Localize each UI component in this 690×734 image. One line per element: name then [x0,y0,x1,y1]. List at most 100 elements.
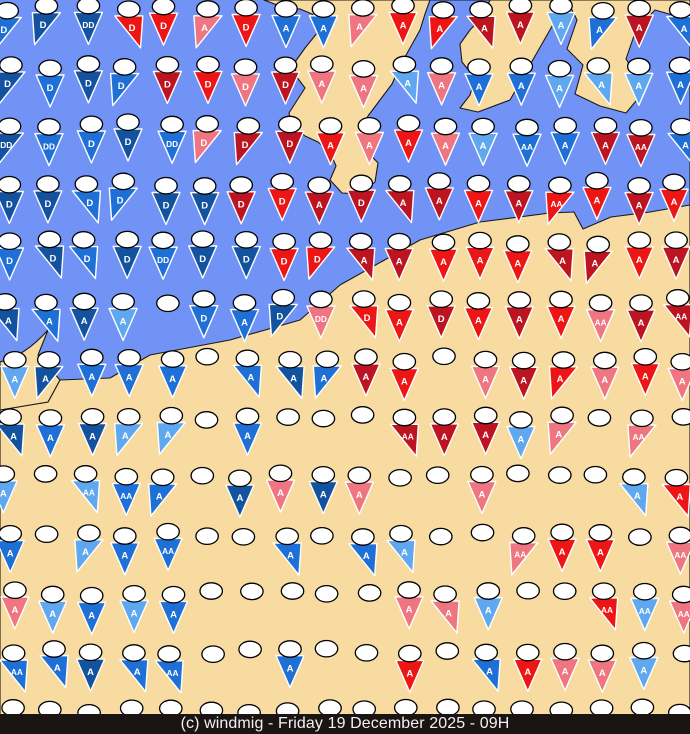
svg-text:A: A [156,491,163,502]
svg-text:A: A [290,374,297,385]
svg-text:AA: AA [635,142,647,152]
svg-text:A: A [10,431,17,442]
svg-text:A: A [476,82,483,93]
svg-text:A: A [442,141,449,152]
svg-text:A: A [316,200,323,211]
svg-text:A: A [170,609,177,620]
svg-text:A: A [283,24,290,35]
svg-text:A: A [559,547,566,558]
svg-text:A: A [244,431,251,442]
svg-text:D: D [164,79,171,90]
svg-text:AA: AA [162,546,174,556]
svg-text:A: A [396,256,403,267]
svg-text:A: A [82,547,89,558]
svg-text:A: A [671,197,678,208]
svg-text:A: A [404,79,411,90]
svg-text:A: A [601,375,608,386]
svg-text:A: A [593,195,600,206]
svg-text:A: A [676,492,683,503]
svg-text:D: D [163,200,170,211]
svg-text:A: A [131,608,138,619]
svg-text:A: A [126,373,133,384]
svg-text:A: A [201,23,208,34]
svg-text:A: A [47,433,54,444]
svg-text:A: A [54,663,61,674]
svg-text:D: D [117,196,124,207]
svg-text:D: D [40,20,47,31]
svg-text:D: D [0,25,7,36]
svg-text:A: A [320,373,327,384]
svg-text:A: A [673,255,680,266]
svg-text:A: A [247,373,254,384]
svg-text:AA: AA [402,431,414,441]
svg-text:A: A [481,24,488,35]
svg-text:DD: DD [157,255,169,265]
svg-text:A: A [482,374,489,385]
svg-text:A: A [356,490,363,501]
svg-text:D: D [276,312,283,323]
svg-text:A: A [121,551,128,562]
svg-text:D: D [124,254,131,265]
svg-text:A: A [277,488,284,499]
svg-text:A: A [634,491,641,502]
svg-text:A: A [81,316,88,327]
svg-text:AA: AA [675,312,687,322]
svg-text:D: D [364,313,371,324]
svg-text:A: A [5,316,12,327]
svg-text:DD: DD [166,139,178,149]
svg-text:A: A [320,24,327,35]
svg-text:A: A [475,198,482,209]
svg-text:A: A [445,608,452,619]
svg-text:D: D [286,139,293,150]
svg-text:A: A [597,548,604,559]
svg-text:D: D [238,200,245,211]
svg-text:D: D [201,201,208,212]
svg-text:A: A [436,196,443,207]
svg-text:A: A [11,375,18,386]
svg-text:A: A [598,80,605,91]
svg-text:D: D [160,21,167,32]
svg-text:D: D [47,83,54,94]
svg-text:A: A [87,667,94,678]
svg-text:AA: AA [167,668,179,678]
svg-text:A: A [518,81,525,92]
svg-text:A: A [591,259,598,270]
svg-text:A: A [558,20,565,31]
svg-text:A: A [524,667,531,678]
svg-text:DD: DD [82,20,94,30]
svg-text:D: D [4,79,11,90]
svg-text:A: A [89,432,96,443]
svg-text:A: A [679,377,686,388]
svg-text:A: A [88,372,95,383]
svg-text:A: A [441,432,448,443]
svg-text:A: A [438,81,445,92]
svg-text:A: A [362,372,369,383]
svg-text:D: D [358,198,365,209]
svg-text:A: A [46,317,53,328]
svg-text:A: A [559,256,566,267]
svg-text:A: A [396,317,403,328]
svg-text:A: A [406,668,413,679]
svg-text:A: A [320,490,327,501]
svg-text:A: A [682,141,689,152]
svg-text:A: A [638,318,645,329]
svg-text:A: A [562,666,569,677]
svg-text:D: D [281,256,288,267]
svg-text:A: A [49,609,56,620]
svg-text:A: A [120,316,127,327]
svg-text:D: D [200,138,207,149]
svg-text:A: A [363,551,370,562]
svg-text:A: A [406,605,413,616]
svg-text:D: D [84,254,91,265]
svg-text:D: D [86,198,93,209]
svg-text:A: A [475,316,482,327]
svg-text:D: D [243,22,250,33]
svg-text:D: D [85,79,92,90]
svg-text:A: A [520,375,527,386]
svg-text:AA: AA [521,142,533,152]
svg-text:AA: AA [678,609,690,619]
svg-text:A: A [635,81,642,92]
svg-text:A: A [400,20,407,31]
svg-text:A: A [360,84,367,95]
svg-text:D: D [200,314,207,325]
